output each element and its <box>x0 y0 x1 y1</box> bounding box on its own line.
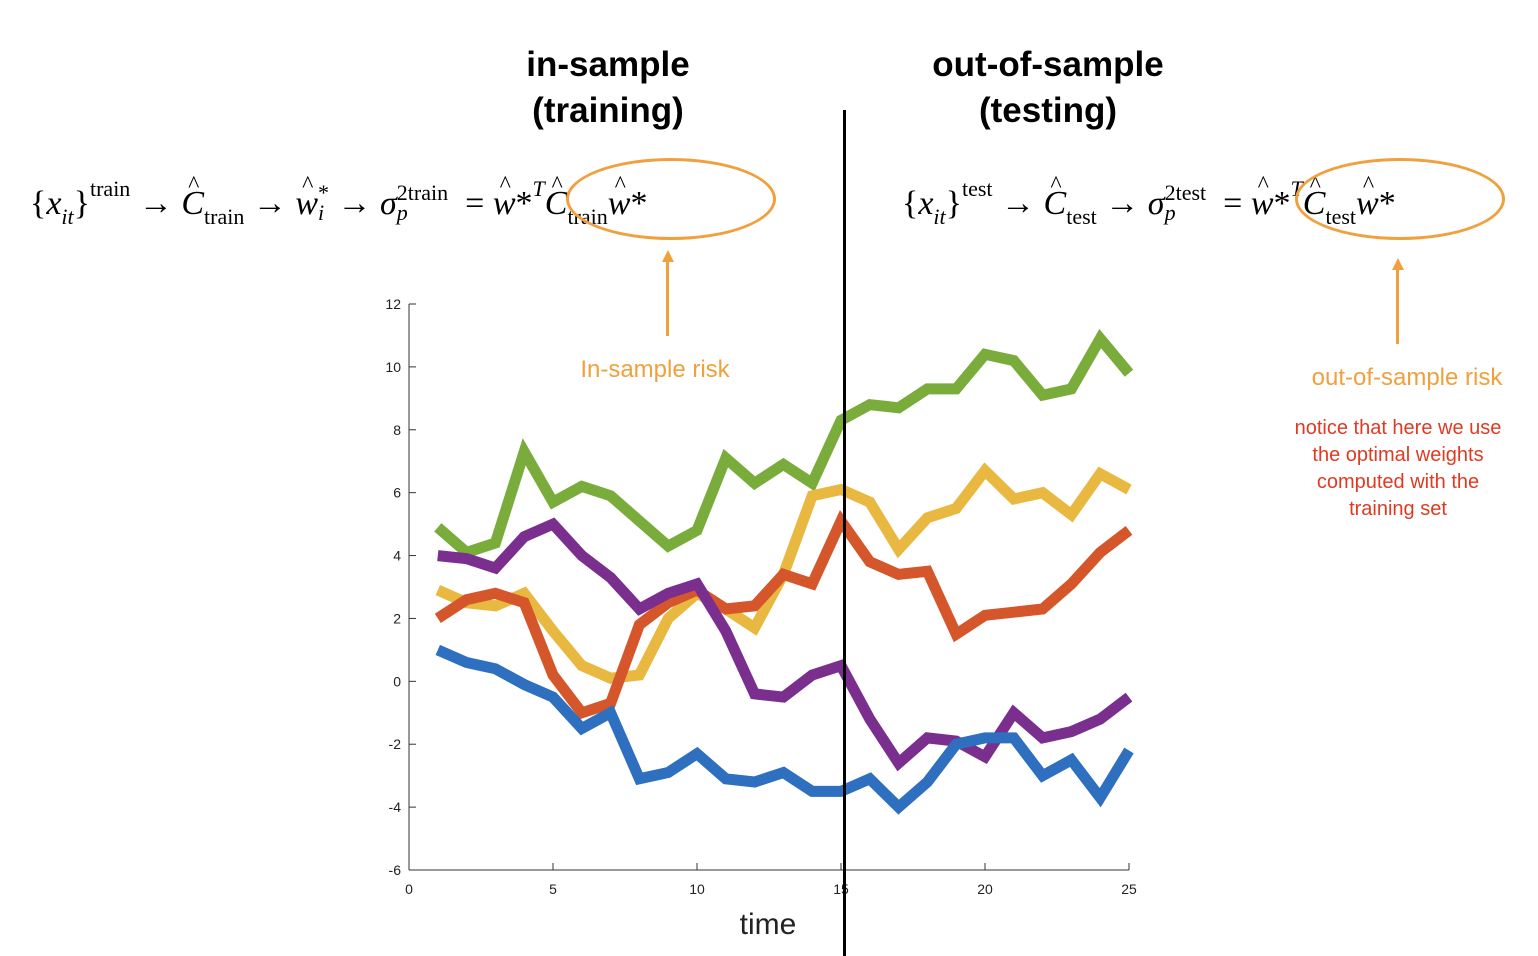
formula-test-x-sup: test <box>961 176 993 201</box>
formula-test-x-sub: it <box>933 204 946 229</box>
series-line-4 <box>437 517 1133 772</box>
heading-in-sample: in-sample (training) <box>488 42 728 134</box>
note-line-1: notice that here we use <box>1294 417 1502 439</box>
x-tick-label: 5 <box>549 881 557 897</box>
formula-train-rhs-sup: T <box>532 176 545 201</box>
note-text: notice that here we use the optimal weig… <box>1262 415 1534 523</box>
formula-train-sigma-sup: 2train <box>396 180 449 205</box>
out-sample-risk-label: out-of-sample risk <box>1311 364 1503 391</box>
series-line-1 <box>434 328 1134 559</box>
x-tick-label: 10 <box>689 881 705 897</box>
y-tick-label: 12 <box>385 296 401 312</box>
y-tick-label: 10 <box>385 359 401 375</box>
y-tick-label: -4 <box>389 799 402 815</box>
formula-train-x: x <box>46 185 62 222</box>
formula-train-x-sub: it <box>61 204 74 229</box>
in-sample-risk-label: In-sample risk <box>580 356 730 383</box>
formula-test-c-sub: test <box>1066 204 1097 229</box>
y-tick-label: 2 <box>393 610 401 626</box>
note-line-2: the optimal weights <box>1312 444 1484 466</box>
series-line-5 <box>435 644 1134 815</box>
formula-train-w: w <box>295 172 318 223</box>
y-tick-label: 4 <box>393 548 401 564</box>
formula-train-x-sup: train <box>89 176 131 201</box>
y-tick-label: -2 <box>389 736 402 752</box>
formula-train-w-sub: i <box>318 200 325 225</box>
out-sample-risk-ellipse <box>1295 158 1505 240</box>
y-tick-label: 6 <box>393 485 401 501</box>
out-sample-arrow-head <box>1392 258 1404 270</box>
note-line-3: computed with the <box>1316 471 1480 493</box>
out-sample-arrow-line <box>1396 270 1399 344</box>
heading-out-of-sample-line2: (testing) <box>978 91 1118 130</box>
heading-in-sample-line2: (training) <box>532 91 684 130</box>
in-sample-risk-ellipse <box>566 158 776 240</box>
heading-in-sample-line1: in-sample <box>526 45 690 84</box>
x-tick-label: 25 <box>1121 881 1137 897</box>
formula-test-sigma-sub: p <box>1164 200 1176 225</box>
x-tick-label: 0 <box>405 881 413 897</box>
x-tick-label: 20 <box>977 881 993 897</box>
in-sample-arrow-line <box>666 262 669 336</box>
formula-test-sigma-sup: 2test <box>1164 180 1207 205</box>
formula-train-c-sub: train <box>204 204 245 229</box>
formula-train-sigma-sub: p <box>396 200 408 225</box>
note-line-4: training set <box>1349 498 1447 520</box>
x-axis-label: time <box>740 908 797 941</box>
in-sample-arrow-head <box>662 250 674 262</box>
y-tick-label: 8 <box>393 422 401 438</box>
y-tick-label: 0 <box>393 673 401 689</box>
y-tick-label: -6 <box>389 862 402 878</box>
chart-series <box>434 328 1134 815</box>
heading-out-of-sample: out-of-sample (testing) <box>898 42 1198 134</box>
train-test-split-line <box>843 110 846 956</box>
formula-test-x: x <box>918 185 934 222</box>
chart-axes: -6 -4 -2 0 2 4 6 8 10 12 0 5 10 15 20 25 <box>385 296 1137 897</box>
series-line-3 <box>434 510 1133 720</box>
x-tick-label: 15 <box>833 881 849 897</box>
heading-out-of-sample-line1: out-of-sample <box>932 45 1164 84</box>
